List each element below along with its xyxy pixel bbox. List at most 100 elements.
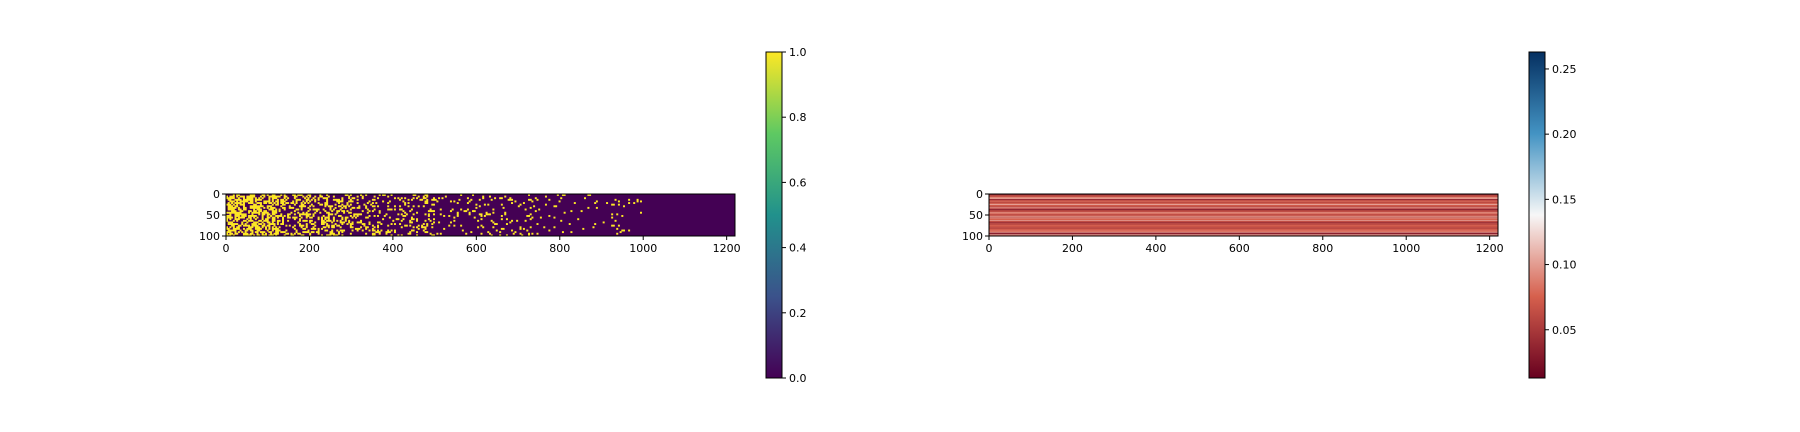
heatmap-left-cell — [314, 211, 317, 214]
heatmap-left-cell — [351, 226, 354, 229]
heatmap-right-row — [989, 213, 1498, 215]
heatmap-left-cell — [380, 223, 383, 225]
heatmap-left-cell — [276, 223, 279, 225]
heatmap-left-cell — [317, 231, 320, 234]
heatmap-left-cell — [312, 208, 315, 211]
heatmap-left-cell — [232, 206, 235, 209]
heatmap-left-cell — [424, 231, 427, 234]
colorbar-tick-label: 0.8 — [789, 111, 807, 124]
heatmap-left-cell — [281, 218, 284, 221]
heatmap-left-cell — [412, 194, 415, 196]
heatmap-right-row — [989, 202, 1498, 204]
heatmap-left-cell — [253, 224, 256, 227]
heatmap-left-cell — [488, 232, 491, 235]
heatmap-left-cell — [371, 227, 374, 230]
heatmap-left-cell — [466, 208, 469, 211]
heatmap-left-cell — [271, 221, 274, 224]
heatmap-left-cell — [259, 219, 262, 222]
heatmap-left-cell — [365, 216, 368, 219]
heatmap-left-cell — [619, 231, 622, 234]
heatmap-left-cell — [514, 231, 517, 234]
heatmap-left-cell — [236, 218, 239, 221]
heatmap-left-cell — [268, 234, 271, 237]
heatmap-left-cell — [315, 231, 318, 234]
x-tick-label: 200 — [1062, 242, 1083, 255]
heatmap-left-cell — [407, 232, 410, 235]
heatmap-left-cell — [246, 200, 249, 203]
heatmap-left-cell — [304, 205, 307, 208]
heatmap-left-cell — [358, 206, 361, 209]
heatmap-left-cell — [266, 213, 269, 216]
heatmap-left-cell — [251, 195, 254, 198]
heatmap-left-cell — [273, 223, 276, 225]
heatmap-left-cell — [276, 215, 279, 217]
heatmap-left-cell — [231, 206, 234, 209]
heatmap-left-cell — [327, 226, 330, 229]
heatmap-left-cell — [297, 221, 300, 224]
heatmap-left-cell — [266, 211, 269, 214]
heatmap-left-cell — [421, 226, 424, 229]
heatmap-left-cell — [387, 205, 390, 208]
heatmap-left-cell — [377, 215, 379, 217]
heatmap-left-cell — [271, 195, 274, 198]
heatmap-left-cell — [563, 211, 566, 214]
heatmap-left-cell — [589, 194, 592, 196]
heatmap-left-cell — [424, 226, 427, 229]
heatmap-left-cell — [281, 202, 284, 204]
heatmap-left-cell — [444, 195, 447, 198]
heatmap-left-cell — [343, 229, 346, 232]
heatmap-left-cell — [422, 205, 425, 208]
heatmap-left-cell — [253, 208, 256, 211]
heatmap-left-cell — [453, 216, 456, 219]
heatmap-right-row — [989, 224, 1498, 226]
heatmap-left-cell — [432, 197, 435, 200]
heatmap-left-cell — [312, 226, 315, 229]
colorbar-right-bar — [1528, 51, 1546, 379]
heatmap-left-cell — [438, 221, 441, 224]
heatmap-left-cell — [432, 218, 435, 221]
heatmap-right-row — [989, 206, 1498, 208]
heatmap-left-cell — [309, 194, 312, 196]
heatmap-left-cell — [531, 200, 534, 203]
heatmap-left-cell — [244, 206, 247, 209]
heatmap-left-cell — [229, 208, 232, 211]
heatmap-left-cell — [283, 215, 286, 217]
heatmap-right-row — [989, 227, 1498, 229]
heatmap-left-cell — [295, 231, 298, 234]
heatmap-left-cell — [392, 219, 395, 222]
heatmap-left-cell — [326, 200, 329, 203]
heatmap-left-cell — [266, 215, 269, 217]
heatmap-left-cell — [251, 213, 254, 216]
heatmap-left-cell — [234, 211, 237, 214]
heatmap-left-cell — [254, 197, 257, 200]
heatmap-left-cell — [232, 194, 235, 196]
heatmap-left-cell — [251, 202, 254, 204]
heatmap-left-cell — [259, 195, 262, 198]
heatmap-left-cell — [259, 208, 262, 211]
heatmap-left-cell — [239, 208, 242, 211]
heatmap-left-cell — [382, 200, 385, 203]
heatmap-right-row — [989, 203, 1498, 205]
heatmap-left-cell — [253, 205, 256, 208]
heatmap-left-cell — [370, 203, 373, 206]
heatmap-left-cell — [611, 213, 614, 216]
heatmap-left-cell — [281, 219, 284, 222]
heatmap-left-cell — [278, 229, 281, 232]
heatmap-left-cell — [239, 229, 242, 232]
heatmap-left-cell — [237, 231, 240, 234]
heatmap-left-cell — [449, 210, 452, 213]
heatmap-left-cell — [236, 198, 239, 201]
heatmap-left-cell — [531, 232, 534, 235]
heatmap-left-cell — [256, 208, 259, 211]
heatmap-left-cell — [229, 206, 232, 209]
heatmap-left-cell — [337, 210, 340, 213]
heatmap-left-cell — [271, 210, 274, 213]
heatmap-left-cell — [251, 232, 254, 235]
heatmap-left-cell — [499, 231, 502, 234]
heatmap-left-cell — [360, 213, 363, 216]
heatmap-left-cell — [292, 194, 295, 196]
heatmap-left-cell — [526, 215, 529, 217]
heatmap-left-cell — [229, 231, 232, 234]
heatmap-left-cell — [429, 208, 432, 211]
heatmap-left-cell — [494, 223, 497, 225]
